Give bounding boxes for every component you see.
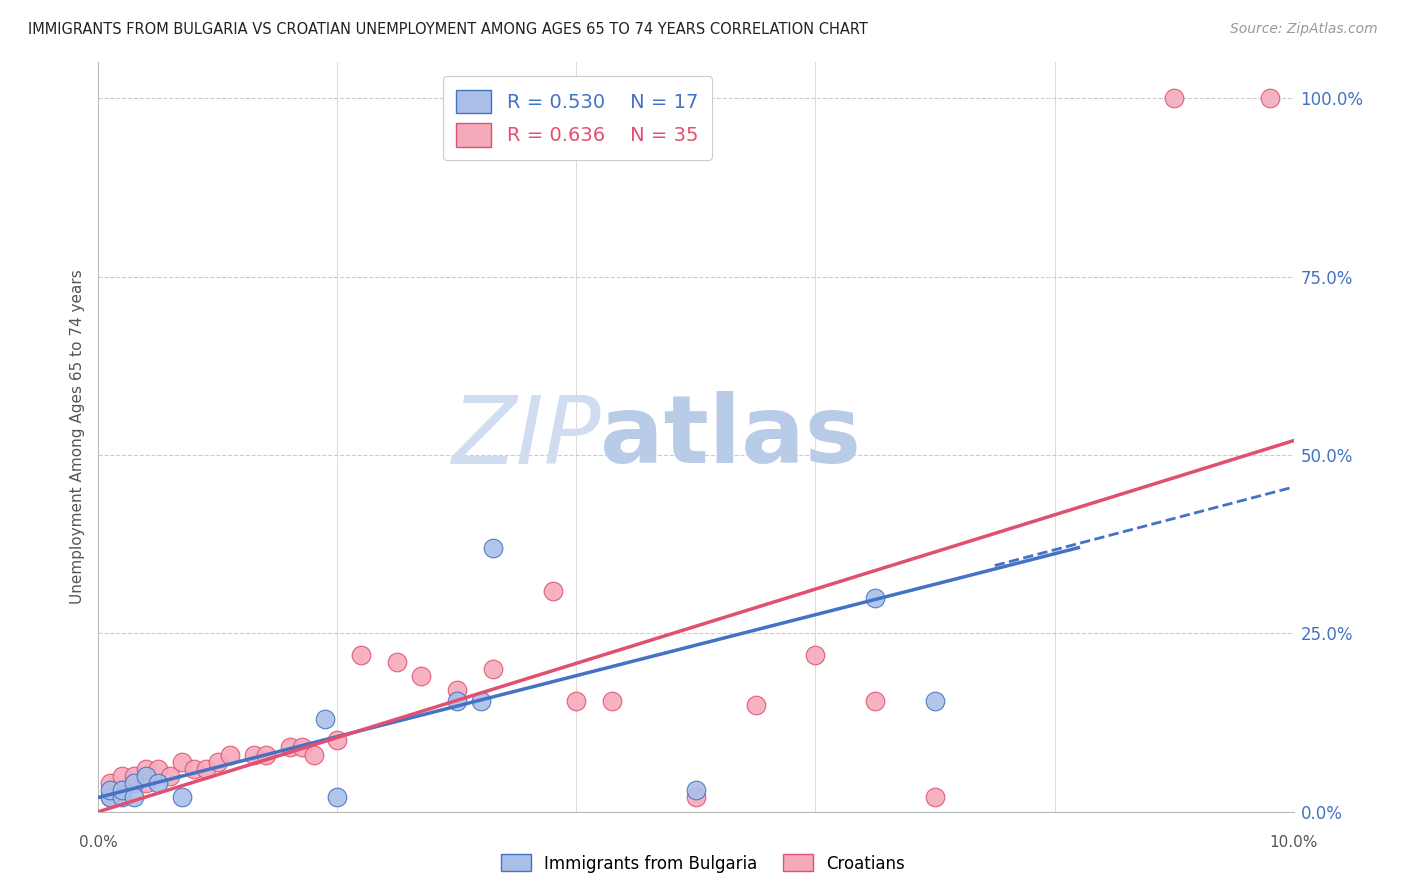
Point xyxy=(1258,91,1281,105)
Point xyxy=(111,783,134,797)
Point xyxy=(481,541,505,555)
Point xyxy=(148,762,170,776)
Point xyxy=(100,790,122,805)
Point xyxy=(111,769,134,783)
Point xyxy=(243,747,266,762)
Text: IMMIGRANTS FROM BULGARIA VS CROATIAN UNEMPLOYMENT AMONG AGES 65 TO 74 YEARS CORR: IMMIGRANTS FROM BULGARIA VS CROATIAN UNE… xyxy=(28,22,868,37)
Point xyxy=(172,790,194,805)
Point xyxy=(924,694,946,708)
Point xyxy=(278,740,301,755)
Point xyxy=(481,662,505,676)
Point xyxy=(804,648,827,662)
Point xyxy=(470,694,492,708)
Point xyxy=(865,591,887,605)
Legend: R = 0.530    N = 17, R = 0.636    N = 35: R = 0.530 N = 17, R = 0.636 N = 35 xyxy=(443,76,711,161)
Point xyxy=(541,583,564,598)
Point xyxy=(350,648,373,662)
Point xyxy=(745,698,768,712)
Point xyxy=(111,783,134,797)
Point xyxy=(195,762,218,776)
Point xyxy=(100,790,122,805)
Point xyxy=(602,694,624,708)
Point xyxy=(446,683,468,698)
Point xyxy=(111,790,134,805)
Point xyxy=(685,783,707,797)
Text: atlas: atlas xyxy=(600,391,862,483)
Point xyxy=(183,762,205,776)
Point xyxy=(924,790,946,805)
Point xyxy=(1163,91,1185,105)
Legend: Immigrants from Bulgaria, Croatians: Immigrants from Bulgaria, Croatians xyxy=(495,847,911,880)
Point xyxy=(254,747,277,762)
Y-axis label: Unemployment Among Ages 65 to 74 years: Unemployment Among Ages 65 to 74 years xyxy=(69,269,84,605)
Point xyxy=(148,776,170,790)
Point xyxy=(326,733,349,747)
Point xyxy=(315,712,337,726)
Point xyxy=(385,655,409,669)
Point xyxy=(685,790,707,805)
Point xyxy=(124,790,146,805)
Text: 10.0%: 10.0% xyxy=(1270,836,1317,850)
Text: 0.0%: 0.0% xyxy=(79,836,118,850)
Point xyxy=(100,776,122,790)
Point xyxy=(565,694,588,708)
Point xyxy=(135,762,157,776)
Point xyxy=(326,790,349,805)
Point xyxy=(411,669,433,683)
Point xyxy=(302,747,325,762)
Text: ZIP: ZIP xyxy=(451,392,600,483)
Point xyxy=(124,776,146,790)
Point xyxy=(100,783,122,797)
Point xyxy=(172,755,194,769)
Text: Source: ZipAtlas.com: Source: ZipAtlas.com xyxy=(1230,22,1378,37)
Point xyxy=(291,740,314,755)
Point xyxy=(446,694,468,708)
Point xyxy=(135,769,157,783)
Point xyxy=(135,776,157,790)
Point xyxy=(207,755,229,769)
Point xyxy=(219,747,242,762)
Point xyxy=(159,769,181,783)
Point xyxy=(865,694,887,708)
Point xyxy=(124,769,146,783)
